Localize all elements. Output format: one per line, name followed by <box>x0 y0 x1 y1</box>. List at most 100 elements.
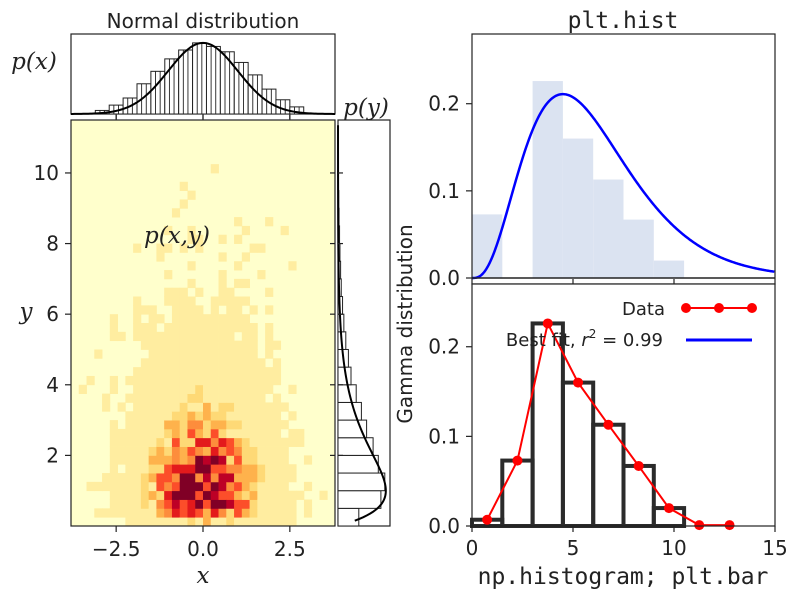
heatmap-cell <box>133 367 142 377</box>
y-tick-label: 0.1 <box>428 424 460 448</box>
heatmap-cell <box>257 270 266 280</box>
heatmap-cell <box>265 499 274 509</box>
heatmap-cell <box>187 323 196 333</box>
heatmap-cell <box>234 349 243 359</box>
heatmap-cell <box>234 384 243 395</box>
heatmap-cell <box>187 331 196 342</box>
heatmap-cell <box>226 473 235 483</box>
heatmap-cell <box>187 349 196 359</box>
heatmap-cell <box>140 464 150 474</box>
heatmap-cell <box>187 375 196 386</box>
heatmap-cell <box>109 437 118 447</box>
heatmap-cell <box>171 358 181 368</box>
heatmap-cell <box>195 428 204 439</box>
heatmap-cell <box>133 490 142 500</box>
heatmap-cell <box>109 481 118 492</box>
heatmap-cell <box>218 367 227 377</box>
heatmap-cell <box>241 473 250 483</box>
heatmap-cell <box>203 340 212 350</box>
heatmap-cell <box>210 481 219 492</box>
heatmap-cell <box>265 305 274 315</box>
heatmap-cell <box>187 340 196 350</box>
heatmap-cell <box>117 437 126 447</box>
heatmap-cell <box>241 455 250 465</box>
heatmap-cell <box>265 517 274 527</box>
heatmap-cell <box>265 481 274 492</box>
heatmap-cell <box>249 358 258 368</box>
heatmap-cell <box>195 437 204 447</box>
heatmap-cell <box>187 411 196 421</box>
heatmap-cell <box>164 367 173 377</box>
heatmap-cell <box>179 517 188 527</box>
heatmap-cell <box>148 411 157 421</box>
data-point <box>573 377 584 388</box>
heatmap-cell <box>133 446 142 456</box>
heatmap-cell <box>210 349 219 359</box>
heatmap-cell <box>156 455 165 465</box>
heatmap-cell <box>280 464 289 474</box>
marginal-y-bar <box>337 472 386 492</box>
heatmap-cell <box>140 402 150 412</box>
heatmap-cell <box>210 305 219 315</box>
heatmap-cell <box>296 437 305 447</box>
marginal-y-bar <box>337 401 362 421</box>
heatmap-cell <box>148 508 157 518</box>
heatmap-cell <box>303 499 313 509</box>
heatmap-cell <box>234 323 243 333</box>
heatmap-cell <box>241 225 250 236</box>
heatmap-cell <box>179 323 188 333</box>
heatmap-cell <box>156 252 165 262</box>
heatmap-cell <box>171 473 181 483</box>
heatmap-cell <box>218 437 227 447</box>
heatmap-cell <box>133 393 142 403</box>
heatmap-cell <box>210 464 219 474</box>
heatmap-cell <box>210 331 219 342</box>
marginal-x-bar <box>219 51 235 115</box>
marginal-y-bar <box>337 454 379 474</box>
heatmap-cell <box>234 499 243 509</box>
heatmap-cell <box>218 384 227 395</box>
heatmap-cell <box>140 428 150 439</box>
heatmap-cell <box>234 278 243 289</box>
heatmap-cell <box>226 287 235 297</box>
heatmap-cell <box>210 428 219 439</box>
heatmap-cell <box>156 508 165 518</box>
heatmap-cell <box>234 217 243 227</box>
heatmap-cell <box>234 234 243 244</box>
legend-data-label: Data <box>622 299 665 320</box>
heatmap-cell <box>164 455 173 465</box>
y-tick-label: 10 <box>34 161 59 185</box>
data-point <box>633 460 644 471</box>
heatmap-cell <box>164 349 173 359</box>
heatmap-cell <box>156 473 165 483</box>
heatmap-cell <box>226 402 235 412</box>
heatmap-cell <box>257 243 266 253</box>
heatmap-cell <box>125 499 134 509</box>
heatmap-cell <box>140 305 150 315</box>
heatmap-cell <box>164 402 173 412</box>
joint-xlabel: x <box>197 563 210 589</box>
heatmap-cell <box>102 508 111 518</box>
heatmap-cell <box>187 473 196 483</box>
heatmap-cell <box>171 287 181 297</box>
heatmap-cell <box>210 446 219 456</box>
heatmap-cell <box>156 367 165 377</box>
heatmap-cell <box>280 490 289 500</box>
heatmap-cell <box>125 446 134 456</box>
heatmap-cell <box>218 323 227 333</box>
legend-fit-label: Best fit, r2 = 0.99 <box>506 327 663 351</box>
gamma-hist-bar <box>562 138 594 278</box>
heatmap-cell <box>102 402 111 412</box>
heatmap-cell <box>133 243 142 253</box>
heatmap-cell <box>125 437 134 447</box>
data-point <box>724 520 735 531</box>
heatmap-cell <box>218 473 227 483</box>
heatmap-cell <box>187 446 196 456</box>
heatmap-cell <box>210 314 219 324</box>
heatmap-cell <box>164 517 173 527</box>
heatmap-cell <box>86 375 95 386</box>
y-tick-label: 0.2 <box>428 335 460 359</box>
heatmap-cell <box>195 287 204 297</box>
heatmap-cell <box>210 437 219 447</box>
heatmap-cell <box>164 481 173 492</box>
